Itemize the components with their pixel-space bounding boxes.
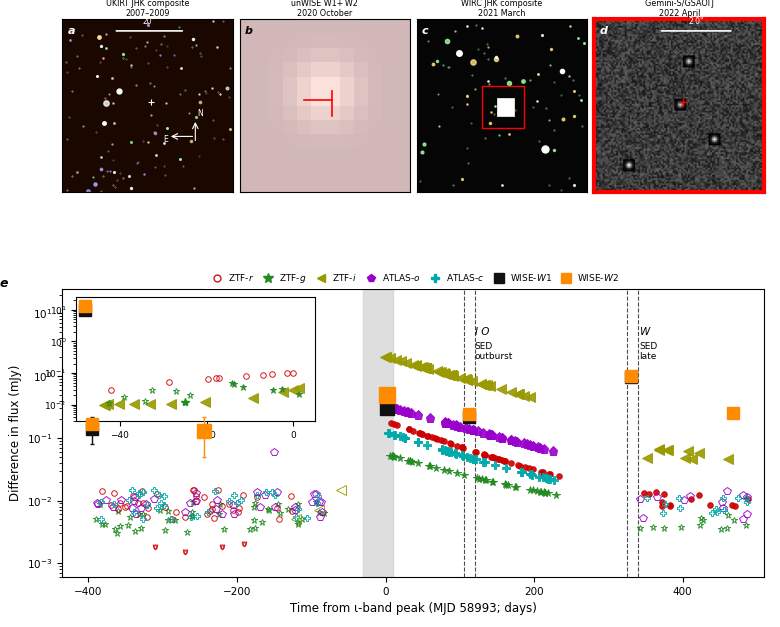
- Text: c: c: [422, 26, 428, 36]
- Y-axis label: Difference in flux (mJy): Difference in flux (mJy): [9, 364, 22, 501]
- Title: unWISE W1+ W2
2020 October: unWISE W1+ W2 2020 October: [292, 0, 358, 18]
- Bar: [363, 288, 393, 577]
- Text: W: W: [640, 327, 650, 337]
- Title: Gemini-S/GSAOI J
2022 April: Gemini-S/GSAOI J 2022 April: [645, 0, 714, 18]
- Text: 2.0": 2.0": [689, 17, 704, 26]
- Text: b: b: [245, 26, 253, 36]
- Legend: ZTF-$r$, ZTF-$g$, ZTF-$i$, ATLAS-$o$, ATLAS-$c$, WISE-$W$1, WISE-$W$2: ZTF-$r$, ZTF-$g$, ZTF-$i$, ATLAS-$o$, AT…: [204, 268, 622, 288]
- Text: a: a: [68, 26, 75, 36]
- Text: N: N: [197, 108, 203, 118]
- Text: 20": 20": [143, 17, 156, 26]
- Text: d: d: [599, 26, 607, 36]
- Text: e: e: [0, 277, 8, 290]
- X-axis label: Time from ι-band peak (MJD 58993; days): Time from ι-band peak (MJD 58993; days): [290, 602, 537, 615]
- Title: UKIRT JHK composite
2007–2009: UKIRT JHK composite 2007–2009: [106, 0, 190, 18]
- Text: E: E: [163, 135, 168, 144]
- Title: WIRC JHK composite
2021 March: WIRC JHK composite 2021 March: [462, 0, 543, 18]
- Text: I O: I O: [475, 327, 489, 337]
- Text: SED
outburst: SED outburst: [475, 342, 513, 361]
- Text: SED
late: SED late: [640, 342, 658, 361]
